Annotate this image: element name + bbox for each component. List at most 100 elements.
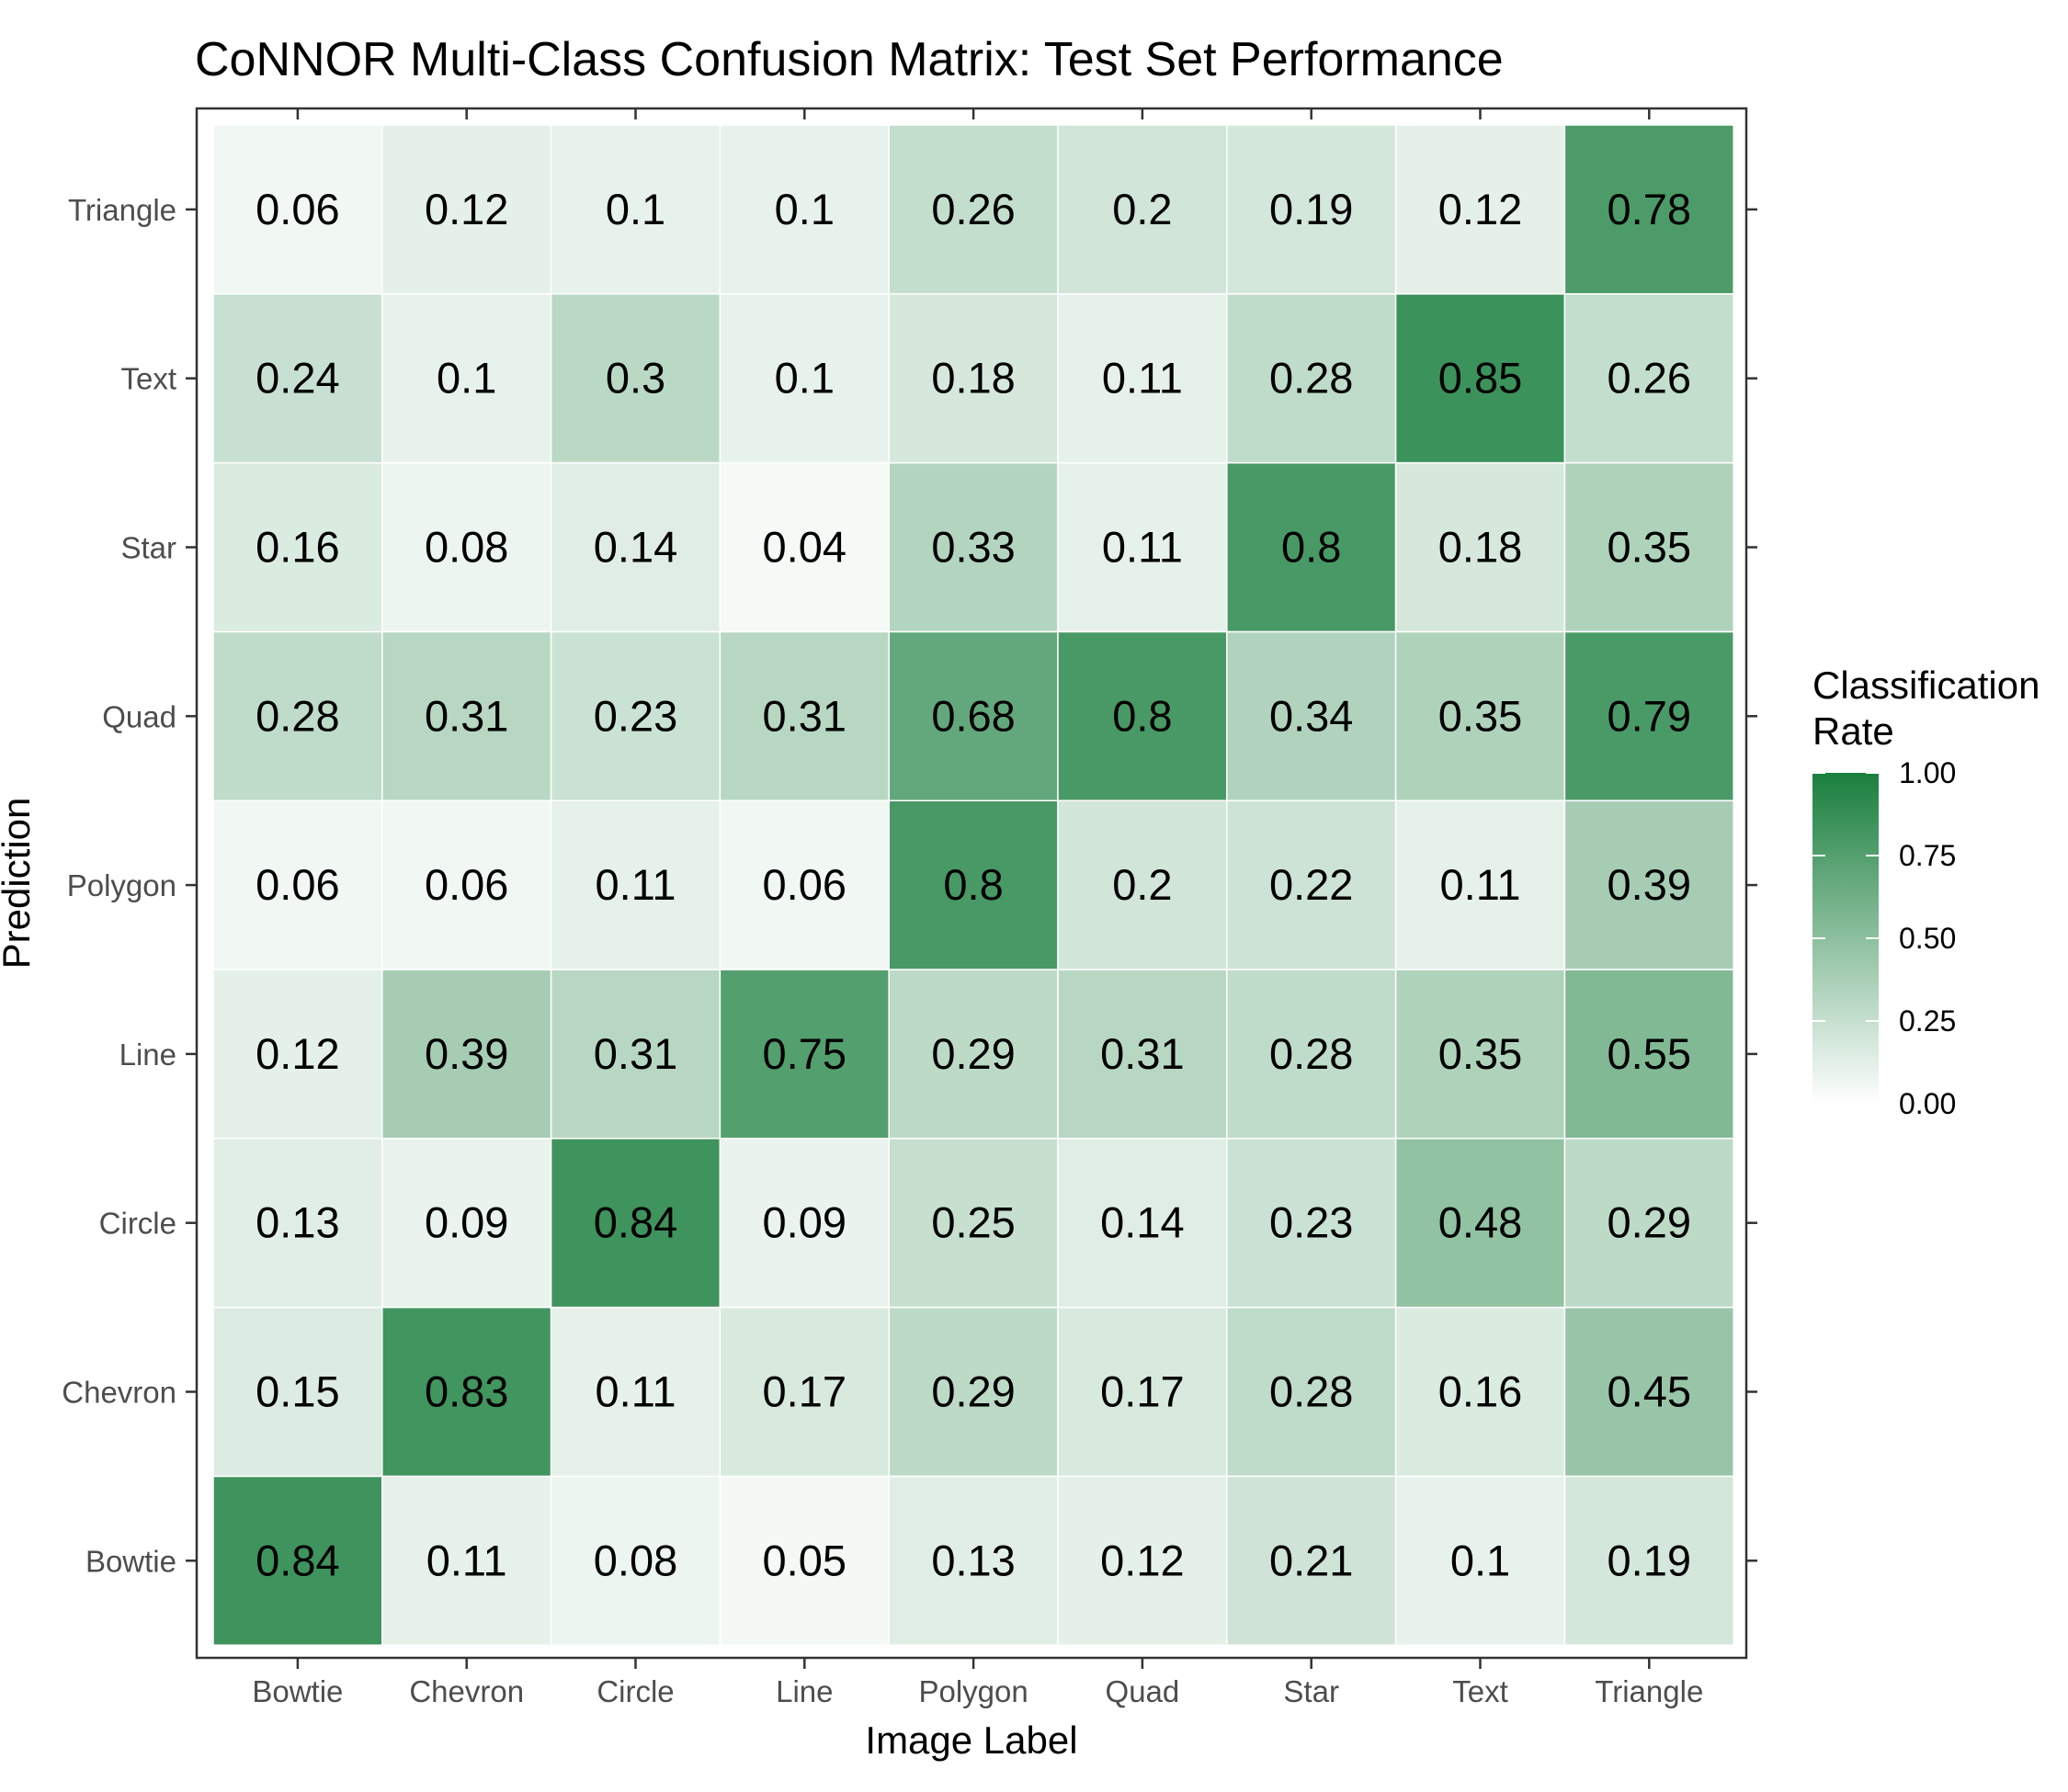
x-axis-ticks: Bowtie Chevron Circle Line Polygon Quad Star Te… bbox=[252, 108, 1703, 1708]
cell-value-label: 0.35 bbox=[1438, 1029, 1522, 1078]
heatmap-cell bbox=[719, 293, 890, 464]
heatmap-cell bbox=[550, 1475, 722, 1646]
heatmap-cell bbox=[719, 630, 890, 801]
cell-value-label: 0.06 bbox=[256, 185, 339, 233]
cell-value-label: 0.78 bbox=[1608, 185, 1691, 233]
heatmap-cell-labels: 0.84 0.11 0.08 0.05 0.13 0.12 0.21 0.1 0.19 0.15 0… bbox=[256, 185, 1691, 1584]
cell-value-label: 0.2 bbox=[1112, 860, 1172, 909]
cell-value-label: 0.19 bbox=[1269, 185, 1353, 233]
cell-value-label: 0.26 bbox=[931, 185, 1015, 233]
x-tick-label: Polygon bbox=[918, 1674, 1028, 1708]
cell-value-label: 0.3 bbox=[606, 354, 665, 403]
heatmap-cell bbox=[1563, 461, 1734, 633]
cell-value-label: 0.08 bbox=[425, 523, 508, 572]
heatmap-cell bbox=[1226, 293, 1397, 464]
cell-value-label: 0.28 bbox=[1269, 1029, 1353, 1078]
y-tick-label: Quad bbox=[102, 699, 176, 733]
cell-value-label: 0.13 bbox=[931, 1536, 1015, 1584]
x-axis-title: Image Label bbox=[865, 1718, 1077, 1762]
cell-value-label: 0.39 bbox=[425, 1029, 508, 1078]
legend-title-line-2: Rate bbox=[1812, 709, 1894, 753]
y-tick-label: Polygon bbox=[67, 868, 176, 902]
heatmap-cell bbox=[1226, 969, 1397, 1140]
heatmap-cell bbox=[1563, 293, 1734, 464]
cell-value-label: 0.8 bbox=[1281, 523, 1341, 572]
cell-value-label: 0.13 bbox=[256, 1198, 339, 1247]
cell-value-label: 0.79 bbox=[1608, 691, 1691, 740]
heatmap-cell bbox=[719, 1475, 890, 1646]
heatmap-cell bbox=[1394, 1138, 1566, 1309]
heatmap-cell bbox=[1057, 1306, 1228, 1478]
cell-value-label: 0.8 bbox=[1112, 691, 1172, 740]
heatmap-cell bbox=[1563, 1475, 1734, 1646]
heatmap-cell bbox=[1563, 969, 1734, 1140]
cell-value-label: 0.23 bbox=[594, 691, 677, 740]
cell-value-label: 0.1 bbox=[775, 185, 835, 233]
cell-value-label: 0.14 bbox=[1100, 1198, 1184, 1247]
heatmap-cell bbox=[1394, 630, 1566, 801]
cell-value-label: 0.75 bbox=[763, 1029, 847, 1078]
legend-tick-label: 0.50 bbox=[1899, 922, 1956, 955]
heatmap-cell bbox=[1226, 1306, 1397, 1478]
legend-ticks: 0.00 0.25 0.50 0.75 1.00 bbox=[1812, 756, 1956, 1120]
cell-value-label: 0.24 bbox=[256, 354, 339, 403]
cell-value-label: 0.28 bbox=[1269, 354, 1353, 403]
cell-value-label: 0.11 bbox=[596, 860, 676, 909]
heatmap-cell bbox=[550, 630, 722, 801]
cell-value-label: 0.11 bbox=[1440, 860, 1521, 909]
heatmap-cell bbox=[381, 630, 552, 801]
cell-value-label: 0.15 bbox=[256, 1367, 339, 1416]
heatmap-cell bbox=[1226, 1475, 1397, 1646]
cell-value-label: 0.29 bbox=[1608, 1198, 1691, 1247]
y-tick-label: Line bbox=[119, 1038, 176, 1072]
cell-value-label: 0.14 bbox=[594, 523, 677, 572]
cell-value-label: 0.84 bbox=[594, 1198, 677, 1247]
heatmap-cell bbox=[381, 1306, 552, 1478]
cell-value-label: 0.45 bbox=[1608, 1367, 1691, 1416]
cell-value-label: 0.17 bbox=[763, 1367, 847, 1416]
heatmap-cell bbox=[888, 124, 1059, 295]
legend-tick-label: 0.00 bbox=[1899, 1087, 1956, 1120]
cell-value-label: 0.12 bbox=[1100, 1536, 1184, 1584]
y-tick-label: Text bbox=[120, 362, 176, 396]
cell-value-label: 0.85 bbox=[1438, 354, 1522, 403]
heatmap-cell bbox=[1563, 124, 1734, 295]
heatmap-cell bbox=[1057, 461, 1228, 633]
heatmap-cell bbox=[1057, 293, 1228, 464]
x-tick-label: Circle bbox=[597, 1674, 674, 1708]
y-tick-label: Chevron bbox=[62, 1376, 176, 1410]
cell-value-label: 0.28 bbox=[1269, 1367, 1353, 1416]
heatmap-cell bbox=[212, 124, 383, 295]
heatmap-cell bbox=[1394, 293, 1566, 464]
cell-value-label: 0.84 bbox=[256, 1536, 339, 1584]
heatmap-cells bbox=[212, 124, 1734, 1646]
cell-value-label: 0.04 bbox=[763, 523, 847, 572]
cell-value-label: 0.17 bbox=[1100, 1367, 1184, 1416]
cell-value-label: 0.06 bbox=[256, 860, 339, 909]
heatmap-cell bbox=[888, 461, 1059, 633]
cell-value-label: 0.1 bbox=[1450, 1536, 1510, 1584]
x-tick-label: Quad bbox=[1106, 1674, 1180, 1708]
heatmap-cell bbox=[1394, 800, 1566, 970]
x-tick-label: Triangle bbox=[1595, 1674, 1703, 1708]
x-tick-label: Text bbox=[1452, 1674, 1508, 1708]
cell-value-label: 0.19 bbox=[1608, 1536, 1691, 1584]
cell-value-label: 0.29 bbox=[931, 1367, 1015, 1416]
heatmap-cell bbox=[888, 800, 1059, 970]
heatmap-cell bbox=[1563, 800, 1734, 970]
cell-value-label: 0.09 bbox=[425, 1198, 508, 1247]
heatmap-cell bbox=[1394, 461, 1566, 633]
heatmap-cell bbox=[212, 1475, 383, 1646]
cell-value-label: 0.31 bbox=[763, 691, 847, 740]
heatmap-cell bbox=[1563, 630, 1734, 801]
heatmap-cell bbox=[1057, 969, 1228, 1140]
cell-value-label: 0.16 bbox=[256, 523, 339, 572]
cell-value-label: 0.1 bbox=[606, 185, 665, 233]
heatmap-cell bbox=[1226, 461, 1397, 633]
heatmap-cell bbox=[1563, 1138, 1734, 1309]
heatmap-cell bbox=[888, 293, 1059, 464]
heatmap-cell bbox=[381, 124, 552, 295]
cell-value-label: 0.23 bbox=[1269, 1198, 1353, 1247]
